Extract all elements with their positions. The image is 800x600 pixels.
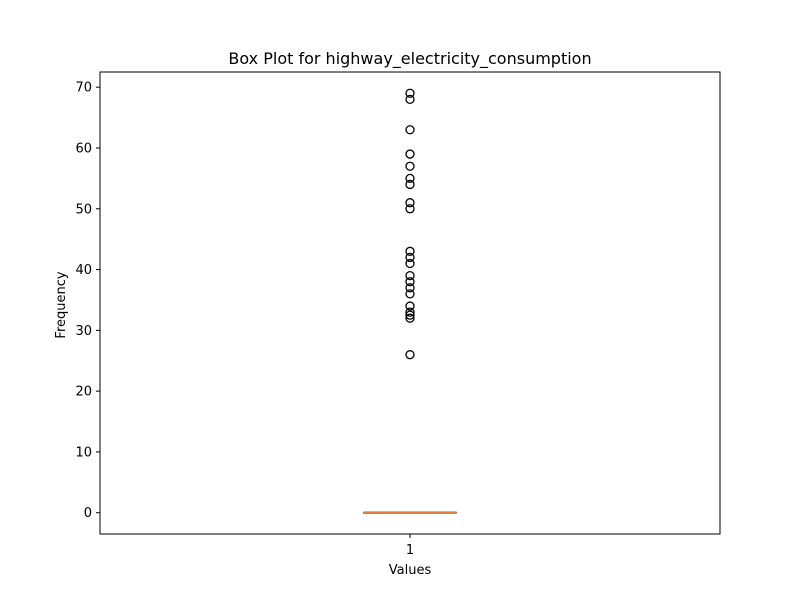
outlier-point [405,301,415,311]
chart-title: Box Plot for highway_electricity_consump… [228,49,591,69]
outlier-point [405,198,415,208]
outlier-point [405,313,415,323]
x-axis-label: Values [389,563,432,578]
y-tick-label: 50 [75,202,92,217]
y-tick-label: 10 [75,445,92,460]
x-tick-label: 1 [406,543,414,558]
plot-area: 0 10 20 30 40 50 60 70 1 [75,71,721,558]
outlier-point [405,94,415,105]
outlier-point [405,179,415,190]
outlier-point [405,310,415,320]
outlier-point [405,252,415,263]
outlier-point [405,307,415,317]
y-axis-label: Frequency [54,271,69,338]
outlier-point [405,289,415,299]
outlier-point [405,350,415,360]
plot-frame [99,71,721,535]
outlier-point [405,149,415,159]
outlier-point [405,258,415,269]
outlier-point [405,246,415,256]
y-tick-label: 70 [75,81,92,96]
y-tick-label: 40 [75,263,92,278]
y-tick-label: 30 [75,324,92,339]
y-tick-label: 20 [75,385,92,400]
outlier-point [405,125,415,135]
outlier-point [405,173,415,184]
y-tick-label: 60 [75,141,92,156]
outlier-point [405,270,415,281]
outlier-point [405,88,415,98]
outlier-point [405,204,415,214]
y-tick-label: 0 [84,506,92,521]
outlier-point [405,277,415,287]
outlier-point [405,161,415,171]
outlier-point [405,283,415,293]
